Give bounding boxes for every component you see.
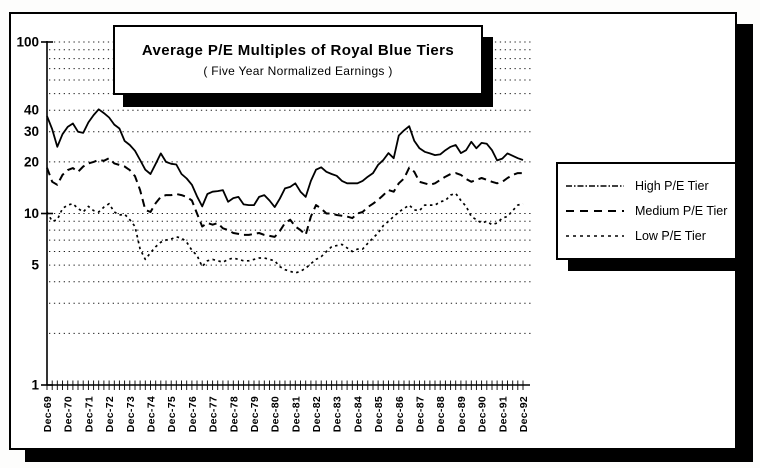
series-low-line [46,192,524,274]
series-medium-line [46,157,523,238]
x-quarter-ticks [46,380,524,390]
chart-title-box: Average P/E Multiples of Royal Blue Tier… [113,25,483,95]
svg-text:Dec-84: Dec-84 [352,396,364,432]
svg-text:Dec-82: Dec-82 [311,396,323,432]
series-high-line [46,108,524,208]
legend-item-medium: Medium P/E Tier [564,204,729,218]
svg-text:Dec-81: Dec-81 [290,396,302,432]
svg-text:Dec-76: Dec-76 [187,396,199,432]
svg-text:Dec-87: Dec-87 [415,396,427,432]
legend-label-high: High P/E Tier [635,179,709,193]
svg-text:Dec-73: Dec-73 [125,396,137,432]
legend-item-high: High P/E Tier [564,179,729,193]
svg-text:Dec-77: Dec-77 [208,396,220,432]
svg-text:40: 40 [24,103,39,118]
svg-text:Dec-71: Dec-71 [83,396,95,432]
high-line-sample-icon [566,185,624,187]
legend-item-low: Low P/E Tier [564,229,729,243]
svg-text:Dec-80: Dec-80 [270,396,282,432]
svg-text:30: 30 [24,124,39,139]
svg-text:1: 1 [31,378,39,393]
legend-label-low: Low P/E Tier [635,229,706,243]
svg-text:10: 10 [24,206,39,221]
svg-text:Dec-75: Dec-75 [166,396,178,432]
svg-text:Dec-70: Dec-70 [63,396,75,432]
chart-title: Average P/E Multiples of Royal Blue Tier… [141,42,455,59]
svg-text:5: 5 [31,258,39,273]
svg-text:Dec-92: Dec-92 [518,396,530,432]
svg-text:Dec-88: Dec-88 [435,396,447,432]
svg-text:Dec-85: Dec-85 [373,396,385,432]
svg-text:20: 20 [24,154,39,169]
low-line-sample-icon [566,235,624,237]
svg-text:Dec-86: Dec-86 [394,396,406,432]
chart-subtitle: ( Five Year Normalized Earnings ) [203,64,393,78]
legend: High P/E Tier Medium P/E Tier Low P/E Ti… [556,162,737,260]
y-tick-labels: 100 40 30 20 10 5 1 [16,35,39,393]
svg-text:Dec-72: Dec-72 [104,396,116,432]
svg-text:Dec-78: Dec-78 [228,396,240,432]
svg-text:Dec-90: Dec-90 [477,396,489,432]
legend-label-medium: Medium P/E Tier [635,204,728,218]
svg-text:Dec-89: Dec-89 [456,396,468,432]
svg-text:Dec-74: Dec-74 [146,396,158,432]
svg-text:Dec-83: Dec-83 [332,396,344,432]
medium-line-sample-icon [566,210,624,212]
x-tick-labels: Dec-69 Dec-70 Dec-71 Dec-72 Dec-73 Dec-74 Dec-… [42,396,530,432]
svg-text:100: 100 [16,35,39,50]
svg-text:Dec-69: Dec-69 [42,396,54,432]
svg-text:Dec-91: Dec-91 [497,396,509,432]
svg-text:Dec-79: Dec-79 [249,396,261,432]
